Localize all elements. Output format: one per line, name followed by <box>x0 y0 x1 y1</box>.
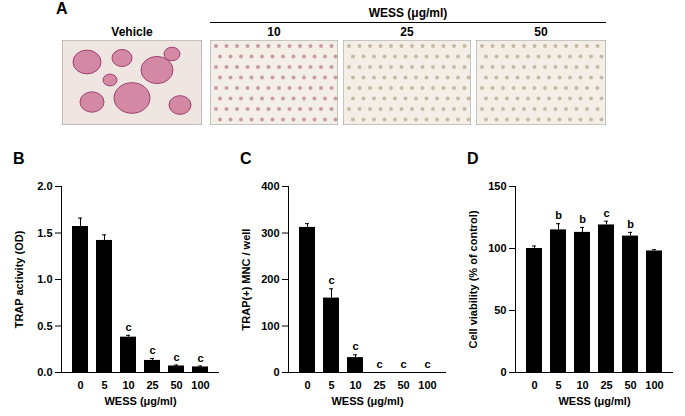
svg-text:WESS (μg/ml): WESS (μg/ml) <box>558 395 630 407</box>
svg-text:10: 10 <box>349 379 361 391</box>
svg-text:0: 0 <box>273 366 279 378</box>
svg-text:c: c <box>400 358 406 370</box>
svg-text:2.0: 2.0 <box>37 180 52 192</box>
svg-text:c: c <box>173 351 179 363</box>
svg-text:TRAP(+) MNC / well: TRAP(+) MNC / well <box>240 229 252 331</box>
html-text:Vehicle: Vehicle <box>111 25 153 39</box>
svg-text:c: c <box>603 207 609 219</box>
svg-text:200: 200 <box>261 273 279 285</box>
svg-text:c: c <box>376 358 382 370</box>
svg-text:5: 5 <box>101 379 107 391</box>
svg-text:400: 400 <box>261 180 279 192</box>
html-text:10: 10 <box>267 25 281 39</box>
svg-text:b: b <box>627 218 634 230</box>
svg-text:5: 5 <box>555 379 561 391</box>
svg-text:25: 25 <box>373 379 385 391</box>
svg-text:0: 0 <box>500 366 506 378</box>
svg-text:50: 50 <box>397 379 409 391</box>
svg-text:25: 25 <box>146 379 158 391</box>
svg-text:TRAP activity (OD): TRAP activity (OD) <box>13 230 25 328</box>
svg-text:c: c <box>149 344 155 356</box>
svg-text:c: c <box>352 340 358 352</box>
svg-text:Cell viability (% of control): Cell viability (% of control) <box>467 210 479 348</box>
svg-text:WESS (μg/ml): WESS (μg/ml) <box>104 395 176 407</box>
svg-text:100: 100 <box>261 320 279 332</box>
svg-text:50: 50 <box>624 379 636 391</box>
svg-text:10: 10 <box>576 379 588 391</box>
svg-text:WESS (μg/ml): WESS (μg/ml) <box>331 395 403 407</box>
html-text:A: A <box>56 0 68 17</box>
svg-text:c: c <box>125 321 131 333</box>
svg-text:25: 25 <box>600 379 612 391</box>
svg-text:0: 0 <box>304 379 310 391</box>
svg-text:c: c <box>197 352 203 364</box>
svg-text:150: 150 <box>488 180 506 192</box>
svg-text:300: 300 <box>261 227 279 239</box>
svg-text:c: c <box>424 358 430 370</box>
svg-text:10: 10 <box>122 379 134 391</box>
svg-text:50: 50 <box>170 379 182 391</box>
svg-text:b: b <box>555 209 562 221</box>
svg-text:b: b <box>579 213 586 225</box>
svg-text:c: c <box>328 274 334 286</box>
html-text:25: 25 <box>400 25 414 39</box>
svg-text:50: 50 <box>494 304 506 316</box>
svg-text:100: 100 <box>418 379 436 391</box>
html-text:C: C <box>240 150 252 167</box>
html-text:50: 50 <box>534 25 548 39</box>
svg-text:0.0: 0.0 <box>37 366 52 378</box>
svg-text:0.5: 0.5 <box>37 320 52 332</box>
svg-text:100: 100 <box>191 379 209 391</box>
svg-text:1.5: 1.5 <box>37 227 52 239</box>
svg-text:100: 100 <box>488 242 506 254</box>
html-text:D: D <box>467 150 479 167</box>
svg-text:0: 0 <box>77 379 83 391</box>
svg-text:1.0: 1.0 <box>37 273 52 285</box>
svg-text:100: 100 <box>645 379 663 391</box>
html-text:WESS (μg/ml): WESS (μg/ml) <box>368 6 448 20</box>
svg-text:5: 5 <box>328 379 334 391</box>
html-text:B: B <box>13 150 25 167</box>
svg-text:0: 0 <box>531 379 537 391</box>
